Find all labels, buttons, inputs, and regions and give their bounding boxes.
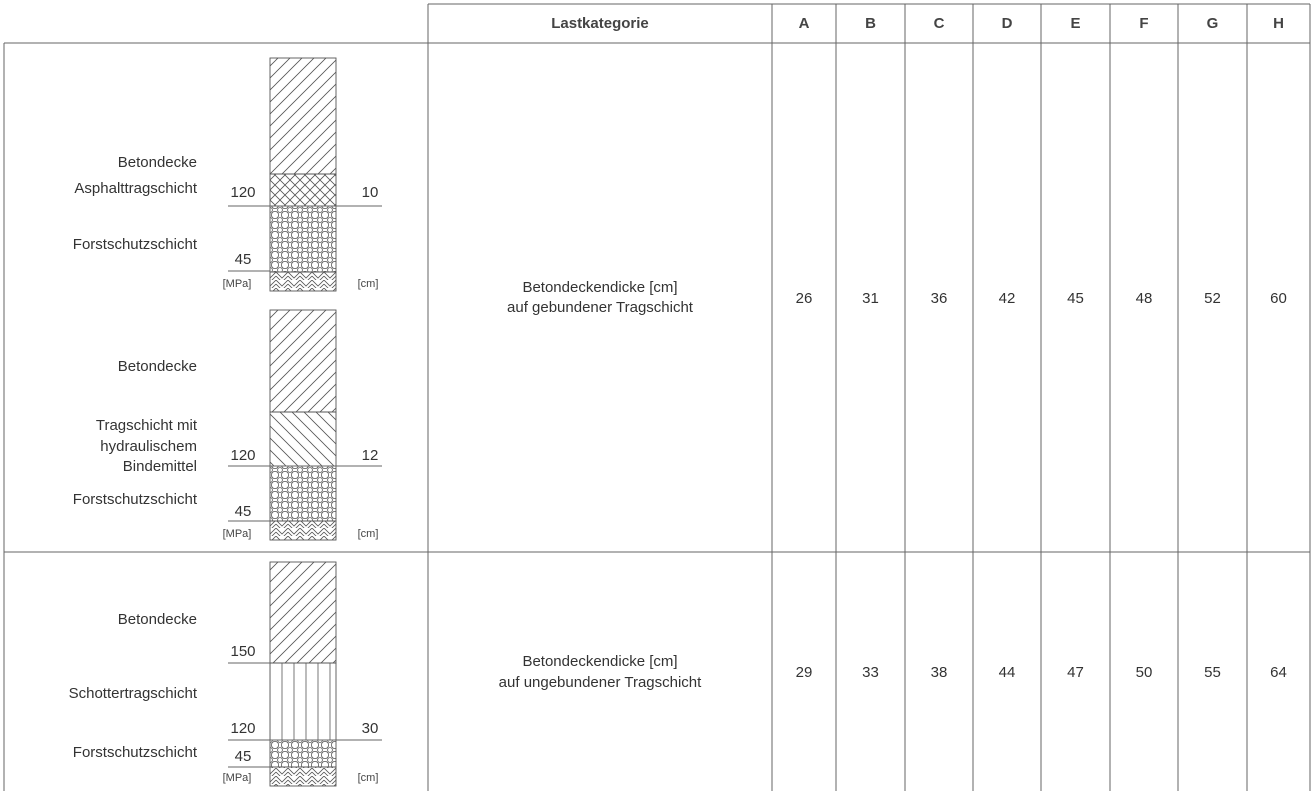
value-cell: 31 xyxy=(862,290,879,307)
modulus-value: 45 xyxy=(235,503,252,520)
layer-label: Forstschutzschicht xyxy=(73,744,198,761)
layer-label: Betondecke xyxy=(118,611,197,628)
value-cell: 26 xyxy=(796,290,813,307)
row-description: Betondeckendicke [cm] xyxy=(522,653,677,670)
unit: [MPa] xyxy=(223,528,252,540)
layer-label: Forstschutzschicht xyxy=(73,491,198,508)
layer-label: Tragschicht mit xyxy=(96,417,198,434)
header-cell: F xyxy=(1139,15,1148,32)
unit: [cm] xyxy=(358,528,379,540)
layer-label: Betondecke xyxy=(118,154,197,171)
value-cell: 33 xyxy=(862,664,879,681)
header-cell: A xyxy=(799,15,810,32)
value-cell: 45 xyxy=(1067,290,1084,307)
thickness-value: 10 xyxy=(362,184,379,201)
layer-asphalt xyxy=(269,173,337,207)
value-cell: 60 xyxy=(1270,290,1287,307)
value-cell: 50 xyxy=(1136,664,1153,681)
layer-label: Bindemittel xyxy=(123,458,197,475)
modulus-value: 150 xyxy=(230,643,255,660)
layer-label: Asphalttragschicht xyxy=(74,180,197,197)
header-cell: H xyxy=(1273,15,1284,32)
unit: [MPa] xyxy=(223,278,252,290)
value-cell: 44 xyxy=(999,664,1016,681)
layer-frost xyxy=(269,465,337,522)
layer-subgrade xyxy=(269,520,337,541)
layer-subgrade xyxy=(269,271,337,292)
modulus-value: 120 xyxy=(230,447,255,464)
layer-gravel xyxy=(269,662,337,741)
layer-hydraulic xyxy=(269,411,337,467)
layer-frost xyxy=(269,739,337,768)
layer-label: hydraulischem xyxy=(100,438,197,455)
value-cell: 36 xyxy=(931,290,948,307)
modulus-value: 45 xyxy=(235,748,252,765)
header-cell: B xyxy=(865,15,876,32)
layer-subgrade xyxy=(269,766,337,787)
unit: [cm] xyxy=(358,772,379,784)
header-cell: G xyxy=(1207,15,1219,32)
value-cell: 48 xyxy=(1136,290,1153,307)
value-cell: 29 xyxy=(796,664,813,681)
header-cell: E xyxy=(1070,15,1080,32)
layer-concrete xyxy=(269,309,337,413)
value-cell: 52 xyxy=(1204,290,1221,307)
row-description: auf gebundener Tragschicht xyxy=(507,299,694,316)
header-cell: C xyxy=(934,15,945,32)
row-description: Betondeckendicke [cm] xyxy=(522,279,677,296)
layer-label: Schottertragschicht xyxy=(69,685,198,702)
thickness-value: 30 xyxy=(362,720,379,737)
value-cell: 42 xyxy=(999,290,1016,307)
header-cell: Lastkategorie xyxy=(551,15,649,32)
layer-concrete xyxy=(269,57,337,175)
modulus-value: 120 xyxy=(230,720,255,737)
layer-concrete xyxy=(269,561,337,664)
modulus-value: 45 xyxy=(235,251,252,268)
unit: [MPa] xyxy=(223,772,252,784)
row-description: auf ungebundener Tragschicht xyxy=(499,674,702,691)
header-cell: D xyxy=(1002,15,1013,32)
thickness-value: 12 xyxy=(362,447,379,464)
layer-label: Betondecke xyxy=(118,358,197,375)
layer-frost xyxy=(269,205,337,273)
modulus-value: 120 xyxy=(230,184,255,201)
value-cell: 47 xyxy=(1067,664,1084,681)
value-cell: 64 xyxy=(1270,664,1287,681)
value-cell: 55 xyxy=(1204,664,1221,681)
value-cell: 38 xyxy=(931,664,948,681)
unit: [cm] xyxy=(358,278,379,290)
layer-label: Forstschutzschicht xyxy=(73,236,198,253)
